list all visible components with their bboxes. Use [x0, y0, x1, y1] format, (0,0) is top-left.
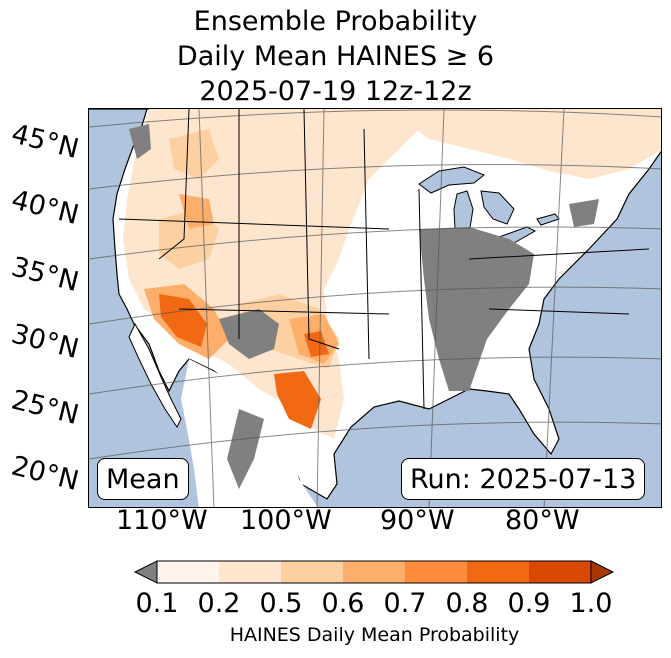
colorbar-tick-4: 0.7 [383, 588, 427, 619]
prob-band-north [389, 109, 661, 179]
colorbar-tick-0: 0.1 [135, 588, 179, 619]
colorbar [133, 560, 615, 584]
title-line-2: Daily Mean HAINES ≥ 6 [176, 41, 495, 72]
colorbar-tick-2: 0.5 [259, 588, 303, 619]
baja-peninsula [128, 322, 182, 428]
run-label-box: Run: 2025-07-13 [401, 458, 646, 500]
colorbar-tick-1: 0.2 [197, 588, 241, 619]
prob-band-0-2 [159, 129, 339, 369]
lat-label-35: 35°N [8, 251, 82, 299]
stat-label-box: Mean [97, 458, 189, 500]
colorbar-tick-3: 0.6 [321, 588, 365, 619]
prob-band-0-8 [159, 294, 329, 429]
state-borders [118, 109, 650, 410]
lat-label-25: 25°N [8, 384, 82, 432]
colorbar-segment-3 [343, 561, 406, 583]
below-range-midwest [419, 227, 534, 391]
colorbar-over-triangle [590, 560, 615, 584]
colorbar-tick-7: 1.0 [569, 588, 613, 619]
lon-label-80w: 80°W [505, 505, 580, 536]
colorbar-segment-5 [467, 561, 530, 583]
colorbar-segment-4 [405, 561, 468, 583]
prob-band-0-1 [123, 109, 419, 439]
colorbar-segment-1 [219, 561, 282, 583]
lake-huron [480, 190, 515, 225]
lon-label-110w: 110°W [116, 505, 208, 536]
colorbar-under-triangle [133, 560, 158, 584]
colorbar-tick-5: 0.8 [445, 588, 489, 619]
colorbar-segment-0 [157, 561, 220, 583]
map-canvas [89, 109, 661, 507]
lat-label-20: 20°N [8, 450, 82, 498]
colorbar-outline [156, 560, 592, 584]
below-range-southwest [219, 309, 279, 489]
map-panel [88, 108, 662, 508]
graticule [89, 109, 661, 507]
lat-label-40: 40°N [8, 184, 82, 232]
title-line-1: Ensemble Probability [193, 6, 478, 37]
colorbar-label: HAINES Daily Mean Probability [229, 624, 520, 646]
colorbar-tick-6: 0.9 [507, 588, 551, 619]
colorbar-segment-6 [529, 561, 592, 583]
lon-label-90w: 90°W [380, 505, 455, 536]
lat-label-30: 30°N [8, 318, 82, 366]
lat-label-45: 45°N [8, 118, 82, 166]
title-line-3: 2025-07-19 12z-12z [199, 76, 472, 107]
colorbar-segment-2 [281, 561, 344, 583]
lake-superior [418, 166, 485, 194]
lon-label-100w: 100°W [240, 505, 332, 536]
